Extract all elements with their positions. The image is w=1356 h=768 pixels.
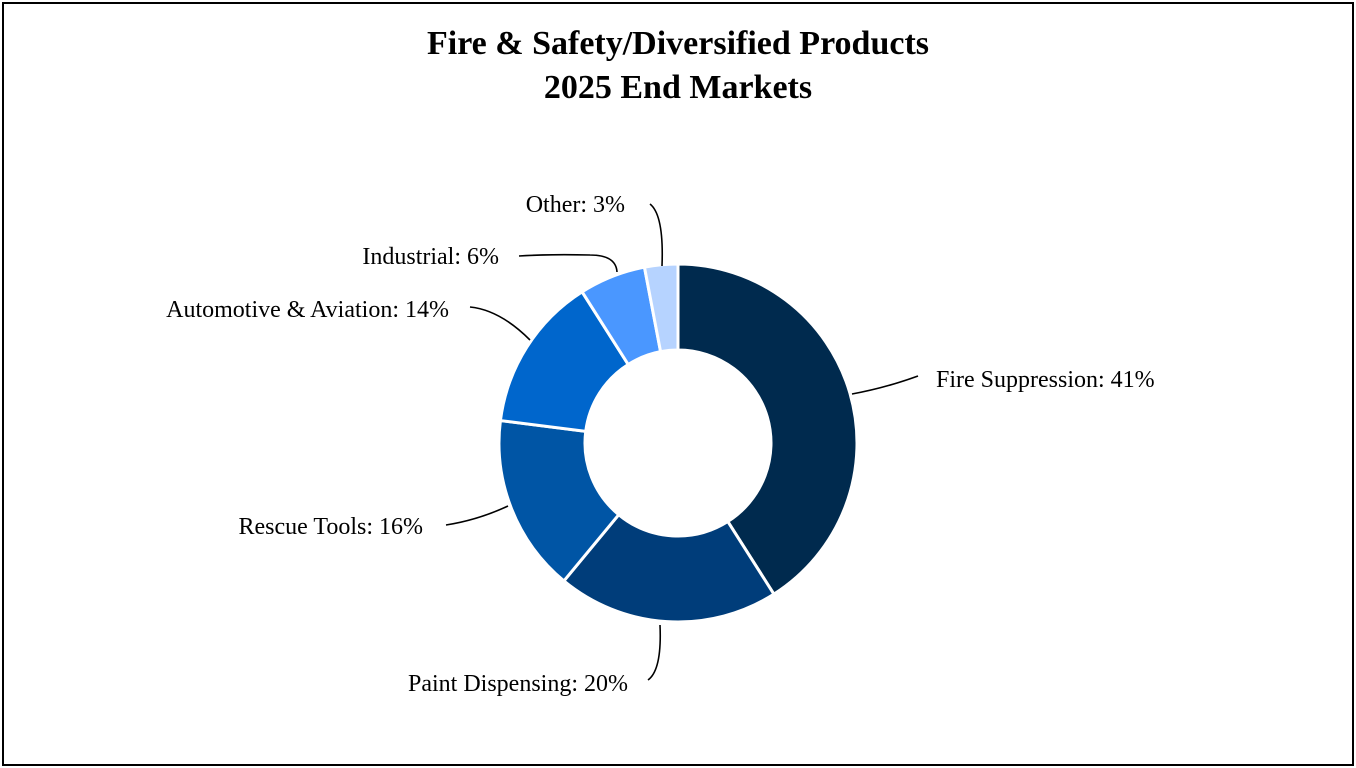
donut-slices (497, 262, 859, 624)
chart-title-line-2: 2025 End Markets (543, 69, 813, 106)
slice-other (642, 262, 680, 354)
slice-paint-dispensing (561, 512, 776, 624)
chart-title-line-1: Fire & Safety/Diversified Products (426, 25, 930, 62)
leader-line-rescue-tools (445, 505, 509, 526)
slice-label-other: Other: 3% (526, 192, 625, 218)
slice-label-industrial: Industrial: 6% (362, 244, 499, 270)
slice-label-fire-suppression: Fire Suppression: 41% (936, 367, 1155, 393)
leader-line-industrial (518, 253, 618, 273)
chart-title: Fire & Safety/Diversified Products 2025 … (4, 22, 1352, 110)
leader-line-automotive-aviation (469, 306, 531, 341)
slice-label-rescue-tools: Rescue Tools: 16% (238, 514, 423, 540)
leader-line-paint-dispensing (647, 624, 662, 681)
slice-label-paint-dispensing: Paint Dispensing: 20% (408, 671, 628, 697)
leader-line-other (649, 203, 664, 267)
slice-fire-suppression (676, 262, 859, 597)
slice-labels: Fire Suppression: 41% Paint Dispensing: … (166, 192, 1155, 697)
slice-label-automotive-aviation: Automotive & Aviation: 14% (166, 297, 449, 323)
leader-line-fire-suppression (851, 375, 919, 395)
slice-rescue-tools (497, 418, 621, 584)
leader-lines (445, 203, 919, 681)
